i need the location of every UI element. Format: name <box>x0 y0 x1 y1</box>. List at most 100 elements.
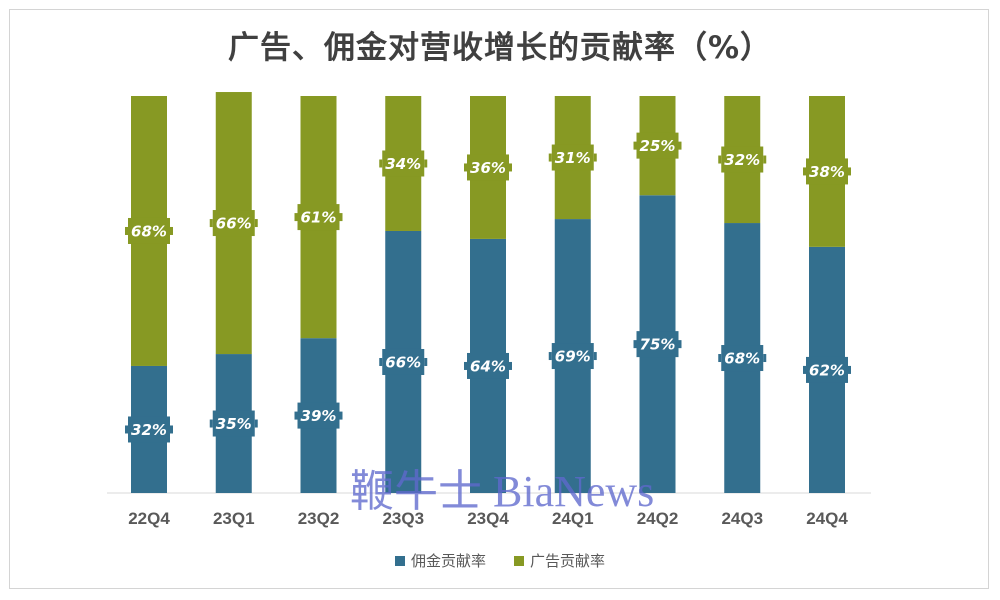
data-label-notch <box>718 155 722 164</box>
legend: 佣金贡献率 广告贡献率 <box>0 550 1000 571</box>
data-label-text: 64% <box>470 357 506 375</box>
data-label-notch <box>464 163 467 172</box>
data-label-bg <box>551 343 594 370</box>
data-label-notch <box>294 411 298 420</box>
data-label-text: 62% <box>809 361 845 379</box>
data-label-notch <box>593 352 597 361</box>
data-label-text: 69% <box>555 348 591 366</box>
data-label-notch <box>548 153 552 162</box>
data-label-notch <box>254 219 258 228</box>
data-label-notch <box>803 167 806 176</box>
x-tick-label-24Q1: 24Q1 <box>552 509 594 528</box>
x-tick-label-22Q4: 22Q4 <box>128 509 170 528</box>
data-label-notch <box>678 141 682 150</box>
data-label-text: 39% <box>301 407 337 425</box>
data-label-notch <box>763 155 767 164</box>
x-tick-label-23Q3: 23Q3 <box>382 509 424 528</box>
data-label-bg <box>551 144 594 171</box>
data-label-notch <box>209 419 213 428</box>
data-label-bg <box>128 217 170 244</box>
data-label-23Q2-commission: 39% <box>294 402 343 429</box>
data-label-notch <box>678 340 682 349</box>
data-label-text: 35% <box>216 415 252 433</box>
data-label-notch <box>125 425 128 434</box>
data-label-text: 68% <box>131 222 167 240</box>
legend-label-commission: 佣金贡献率 <box>410 552 486 570</box>
x-tick-labels: 22Q4 23Q1 23Q2 23Q3 23Q4 24Q1 24Q2 24Q3 24Q4 <box>128 509 848 528</box>
data-label-24Q1-commission: 69% <box>548 343 597 370</box>
x-tick-label-24Q2: 24Q2 <box>637 509 679 528</box>
data-label-notch <box>633 340 637 349</box>
data-label-notch <box>339 213 343 222</box>
data-label-notch <box>209 219 213 228</box>
data-label-24Q1-advertising: 31% <box>548 144 597 171</box>
data-label-notch <box>509 163 512 172</box>
x-tick-label-23Q1: 23Q1 <box>213 509 255 528</box>
x-tick-label-24Q3: 24Q3 <box>721 509 763 528</box>
data-label-24Q2-advertising: 25% <box>633 132 682 159</box>
data-label-bg <box>128 416 170 443</box>
data-label-22Q4-commission: 32% <box>125 416 173 443</box>
data-label-bg <box>721 146 764 173</box>
data-label-notch <box>803 365 806 374</box>
data-label-bg <box>297 204 340 231</box>
data-label-notch <box>379 357 383 366</box>
data-label-bg <box>382 348 425 375</box>
data-label-text: 31% <box>555 149 591 167</box>
data-label-22Q4-advertising: 68% <box>125 217 173 244</box>
data-label-notch <box>848 167 851 176</box>
data-label-bg <box>721 345 764 372</box>
data-label-24Q2-commission: 75% <box>633 331 682 358</box>
data-label-text: 61% <box>301 209 337 227</box>
legend-item-advertising: 广告贡献率 <box>514 550 605 571</box>
data-label-24Q3-advertising: 32% <box>718 146 767 173</box>
data-label-notch <box>254 419 258 428</box>
data-label-notch <box>593 153 597 162</box>
data-label-23Q1-advertising: 66% <box>209 210 258 237</box>
data-label-notch <box>464 361 467 370</box>
data-label-text: 32% <box>724 151 760 169</box>
data-label-23Q3-advertising: 34% <box>379 150 428 177</box>
data-label-text: 34% <box>385 155 421 173</box>
data-label-bg <box>806 356 848 383</box>
data-label-bg <box>806 158 848 185</box>
data-labels-layer: 32% 68% 35% 66% 39% 61% 66% 34% 64% 36% 69% 31% 75% 2… <box>125 132 851 443</box>
data-label-text: 75% <box>640 336 676 354</box>
data-label-text: 25% <box>640 137 676 155</box>
data-label-23Q3-commission: 66% <box>379 348 428 375</box>
data-label-bg <box>636 132 679 159</box>
data-label-24Q4-advertising: 38% <box>803 158 851 185</box>
x-tick-label-24Q4: 24Q4 <box>806 509 848 528</box>
data-label-text: 32% <box>131 421 167 439</box>
data-label-notch <box>633 141 637 150</box>
legend-label-advertising: 广告贡献率 <box>530 552 606 570</box>
data-label-notch <box>339 411 343 420</box>
data-label-bg <box>636 331 679 358</box>
data-label-bg <box>382 150 425 177</box>
data-label-text: 66% <box>216 215 252 233</box>
data-label-notch <box>763 354 767 363</box>
data-label-notch <box>294 213 298 222</box>
x-tick-label-23Q4: 23Q4 <box>467 509 509 528</box>
data-label-23Q4-advertising: 36% <box>464 154 512 181</box>
data-label-notch <box>848 365 851 374</box>
data-label-notch <box>125 226 128 235</box>
data-label-text: 36% <box>470 159 506 177</box>
data-label-notch <box>379 159 383 168</box>
data-label-23Q4-commission: 64% <box>464 352 512 379</box>
legend-swatch-commission <box>394 555 405 566</box>
x-tick-label-23Q2: 23Q2 <box>298 509 340 528</box>
data-label-24Q3-commission: 68% <box>718 345 767 372</box>
data-label-notch <box>718 354 722 363</box>
data-label-notch <box>548 352 552 361</box>
data-label-notch <box>170 425 173 434</box>
data-label-notch <box>509 361 512 370</box>
data-label-bg <box>467 154 509 181</box>
data-label-text: 68% <box>724 350 760 368</box>
data-label-notch <box>170 226 173 235</box>
data-label-23Q1-commission: 35% <box>209 410 258 437</box>
data-label-bg <box>212 210 255 237</box>
legend-item-commission: 佣金贡献率 <box>394 550 486 571</box>
data-label-notch <box>424 357 428 366</box>
